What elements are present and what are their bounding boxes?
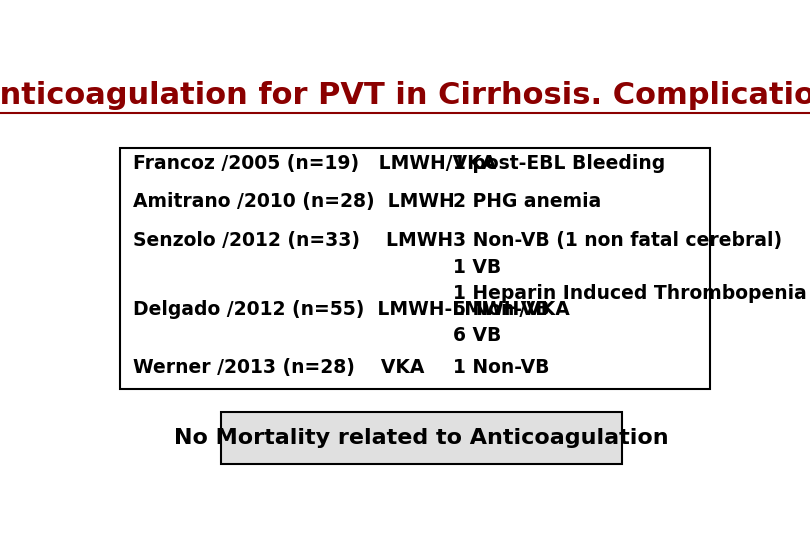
Text: Delgado /2012 (n=55)  LMWH-LMWH/VKA: Delgado /2012 (n=55) LMWH-LMWH/VKA <box>133 300 569 319</box>
Text: 2 PHG anemia: 2 PHG anemia <box>453 192 601 211</box>
Text: Werner /2013 (n=28)    VKA: Werner /2013 (n=28) VKA <box>133 358 424 377</box>
Text: Amitrano /2010 (n=28)  LMWH: Amitrano /2010 (n=28) LMWH <box>133 192 454 211</box>
Text: 1 post-EBL Bleeding: 1 post-EBL Bleeding <box>453 154 665 173</box>
Text: Anticoagulation for PVT in Cirrhosis. Complications: Anticoagulation for PVT in Cirrhosis. Co… <box>0 82 810 111</box>
Text: No Mortality related to Anticoagulation: No Mortality related to Anticoagulation <box>174 428 669 448</box>
Text: 3 Non-VB (1 non fatal cerebral)
1 VB
1 Heparin Induced Thrombopenia: 3 Non-VB (1 non fatal cerebral) 1 VB 1 H… <box>453 231 807 303</box>
Text: Senzolo /2012 (n=33)    LMWH: Senzolo /2012 (n=33) LMWH <box>133 231 453 250</box>
Text: 5 Non-VB
6 VB: 5 Non-VB 6 VB <box>453 300 549 345</box>
Text: Francoz /2005 (n=19)   LMWH/VKA: Francoz /2005 (n=19) LMWH/VKA <box>133 154 496 173</box>
Text: 1 Non-VB: 1 Non-VB <box>453 358 549 377</box>
FancyBboxPatch shape <box>220 412 622 464</box>
FancyBboxPatch shape <box>120 148 710 389</box>
